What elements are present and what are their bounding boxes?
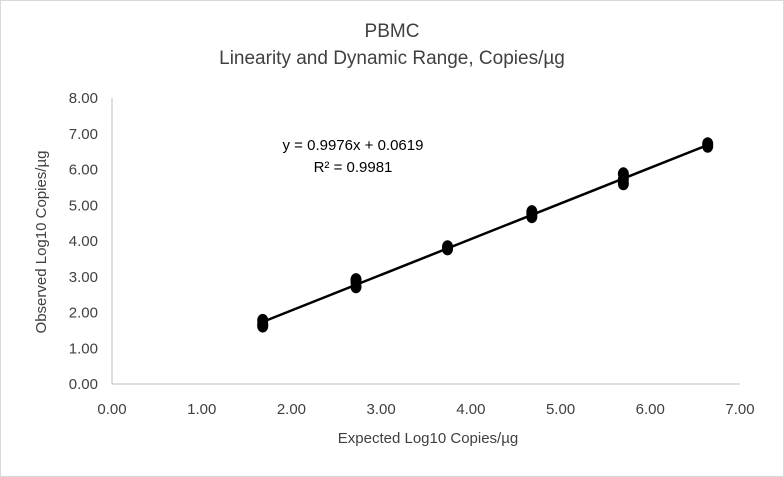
x-axis-label: Expected Log10 Copies/µg — [338, 430, 518, 447]
x-tick-label: 2.00 — [277, 401, 306, 418]
x-axis-ticks: 0.00 1.00 2.00 3.00 4.00 5.00 6.00 7.00 — [97, 401, 754, 418]
y-tick-label: 5.00 — [69, 197, 98, 214]
chart-title: PBMC — [365, 21, 420, 42]
axes — [111, 98, 740, 385]
y-tick-label: 0.00 — [69, 376, 98, 393]
data-point — [442, 242, 454, 256]
data-point — [257, 319, 269, 333]
data-point — [526, 210, 538, 224]
y-tick-label: 3.00 — [69, 269, 98, 286]
x-tick-label: 0.00 — [97, 401, 126, 418]
y-tick-label: 1.00 — [69, 340, 98, 357]
y-axis-label: Observed Log10 Copies/µg — [33, 151, 50, 334]
r-squared-label: R² = 0.9981 — [314, 159, 393, 176]
trendline — [262, 143, 709, 324]
y-axis-ticks: 0.00 1.00 2.00 3.00 4.00 5.00 6.00 7.00 8.00 — [69, 90, 98, 393]
trendline-group — [262, 143, 709, 324]
y-tick-label: 7.00 — [69, 126, 98, 143]
y-tick-label: 6.00 — [69, 162, 98, 179]
data-points — [257, 137, 714, 333]
data-point — [617, 177, 629, 191]
y-tick-label: 8.00 — [69, 90, 98, 107]
trendline-equation: y = 0.9976x + 0.0619 — [283, 137, 424, 154]
y-tick-label: 2.00 — [69, 305, 98, 322]
y-tick-label: 4.00 — [69, 233, 98, 250]
x-tick-label: 3.00 — [367, 401, 396, 418]
x-tick-label: 5.00 — [546, 401, 575, 418]
x-tick-label: 7.00 — [725, 401, 754, 418]
x-tick-label: 1.00 — [187, 401, 216, 418]
x-tick-label: 4.00 — [456, 401, 485, 418]
data-point — [702, 139, 714, 153]
x-tick-label: 6.00 — [636, 401, 665, 418]
data-point — [350, 280, 362, 294]
chart-subtitle: Linearity and Dynamic Range, Copies/µg — [219, 48, 565, 69]
